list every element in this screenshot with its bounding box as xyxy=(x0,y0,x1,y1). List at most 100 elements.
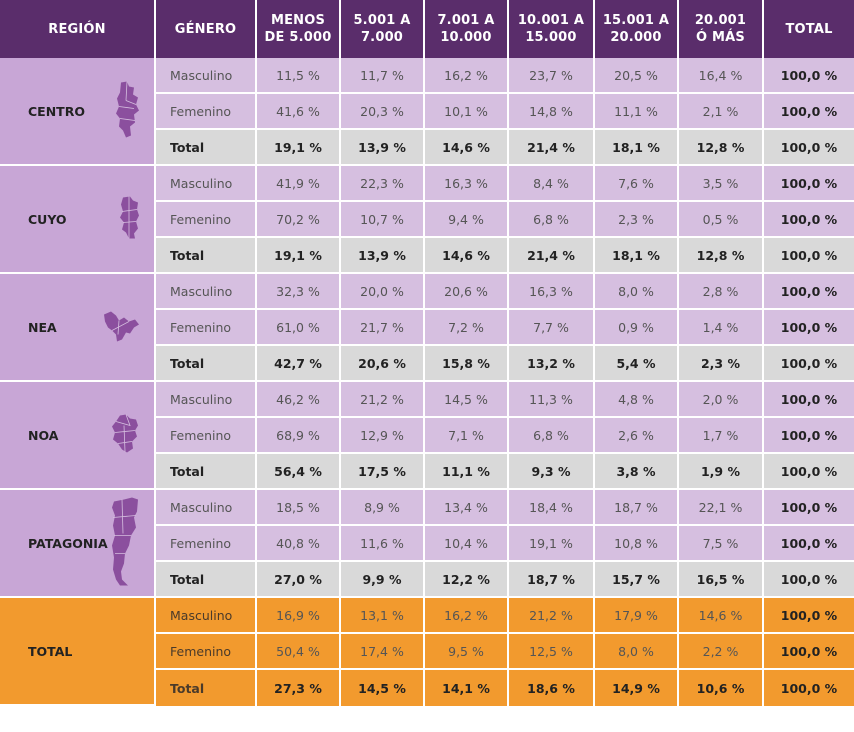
table-row: Total 19,1 % 13,9 % 14,6 % 21,4 % 18,1 % 12,8 … xyxy=(0,238,854,274)
value-cell: 8,0 % xyxy=(595,274,679,310)
value-cell: 16,3 % xyxy=(425,166,509,202)
gender-cell: Femenino xyxy=(156,310,257,346)
table-row: Femenino 40,8 % 11,6 % 10,4 % 19,1 % 10,8 % 7,… xyxy=(0,526,854,562)
table-row: Total 27,3 % 14,5 % 14,1 % 18,6 % 14,9 % 10,6 … xyxy=(0,670,854,706)
value-cell: 12,9 % xyxy=(341,418,425,454)
value-cell: 22,3 % xyxy=(341,166,425,202)
gender-cell: Masculino xyxy=(156,274,257,310)
value-cell: 18,1 % xyxy=(595,238,679,274)
value-cell: 10,8 % xyxy=(595,526,679,562)
nea-map-icon xyxy=(102,309,140,346)
header-c3: 7.001 A 10.000 xyxy=(425,0,509,58)
value-cell: 20,6 % xyxy=(425,274,509,310)
value-cell: 8,0 % xyxy=(595,634,679,670)
value-cell: 16,3 % xyxy=(509,274,595,310)
table-row: CENTRO Masculino 11,5 % 11,7 % 16,2 % 23,7 % 2… xyxy=(0,58,854,166)
value-cell: 61,0 % xyxy=(257,310,341,346)
value-cell: 20,3 % xyxy=(341,94,425,130)
value-cell: 18,7 % xyxy=(509,562,595,598)
value-cell: 14,5 % xyxy=(425,382,509,418)
value-cell: 18,6 % xyxy=(509,670,595,706)
value-cell: 2,6 % xyxy=(595,418,679,454)
value-cell: 42,7 % xyxy=(257,346,341,382)
value-cell: 8,4 % xyxy=(509,166,595,202)
value-cell: 12,8 % xyxy=(679,238,764,274)
value-cell: 2,3 % xyxy=(595,202,679,238)
total-cell: 100,0 % xyxy=(764,274,854,310)
gender-cell: Total xyxy=(156,346,257,382)
region-cell-cuyo: CUYO xyxy=(0,166,156,274)
total-cell: 100,0 % xyxy=(764,634,854,670)
value-cell: 7,1 % xyxy=(425,418,509,454)
total-cell: 100,0 % xyxy=(764,58,854,94)
value-cell: 16,4 % xyxy=(679,58,764,94)
value-cell: 16,5 % xyxy=(679,562,764,598)
value-cell: 11,6 % xyxy=(341,526,425,562)
value-cell: 17,9 % xyxy=(595,598,679,634)
gender-cell: Masculino xyxy=(156,166,257,202)
value-cell: 17,4 % xyxy=(341,634,425,670)
gender-cell: Total xyxy=(156,238,257,274)
gender-cell: Femenino xyxy=(156,418,257,454)
value-cell: 2,3 % xyxy=(679,346,764,382)
value-cell: 20,5 % xyxy=(595,58,679,94)
patagonia-map-icon xyxy=(110,496,140,591)
header-c1: MENOS DE 5.000 xyxy=(257,0,341,58)
value-cell: 6,8 % xyxy=(509,202,595,238)
value-cell: 10,6 % xyxy=(679,670,764,706)
gender-cell: Femenino xyxy=(156,526,257,562)
value-cell: 41,6 % xyxy=(257,94,341,130)
value-cell: 1,4 % xyxy=(679,310,764,346)
total-cell: 100,0 % xyxy=(764,526,854,562)
value-cell: 3,5 % xyxy=(679,166,764,202)
total-cell: 100,0 % xyxy=(764,490,854,526)
total-cell: 100,0 % xyxy=(764,382,854,418)
value-cell: 9,4 % xyxy=(425,202,509,238)
value-cell: 11,3 % xyxy=(509,382,595,418)
header-c4: 10.001 A 15.000 xyxy=(509,0,595,58)
value-cell: 21,7 % xyxy=(341,310,425,346)
value-cell: 9,3 % xyxy=(509,454,595,490)
value-cell: 9,9 % xyxy=(341,562,425,598)
region-cell-patagonia: PATAGONIA xyxy=(0,490,156,598)
value-cell: 14,6 % xyxy=(679,598,764,634)
value-cell: 19,1 % xyxy=(509,526,595,562)
value-cell: 50,4 % xyxy=(257,634,341,670)
total-cell: 100,0 % xyxy=(764,310,854,346)
value-cell: 7,6 % xyxy=(595,166,679,202)
value-cell: 14,8 % xyxy=(509,94,595,130)
value-cell: 16,9 % xyxy=(257,598,341,634)
value-cell: 13,9 % xyxy=(341,130,425,166)
value-cell: 20,6 % xyxy=(341,346,425,382)
value-cell: 9,5 % xyxy=(425,634,509,670)
table-row: TOTAL Masculino 16,9 % 13,1 % 16,2 % 21,2 % 17… xyxy=(0,598,854,706)
header-total: TOTAL xyxy=(764,0,854,58)
total-cell: 100,0 % xyxy=(764,238,854,274)
table-row: Femenino 70,2 % 10,7 % 9,4 % 6,8 % 2,3 % 0,5 %… xyxy=(0,202,854,238)
total-cell: 100,0 % xyxy=(764,670,854,706)
table-row: Femenino 50,4 % 17,4 % 9,5 % 12,5 % 8,0 % 2,2 … xyxy=(0,634,854,670)
value-cell: 11,7 % xyxy=(341,58,425,94)
table-row: Total 42,7 % 20,6 % 15,8 % 13,2 % 5,4 % 2,3 % 1… xyxy=(0,346,854,382)
region-cell-noa: NOA xyxy=(0,382,156,490)
header-region: REGIÓN xyxy=(0,0,156,58)
gender-cell: Total xyxy=(156,670,257,706)
header-c6: 20.001 Ó MÁS xyxy=(679,0,764,58)
value-cell: 14,9 % xyxy=(595,670,679,706)
table-row: Femenino 68,9 % 12,9 % 7,1 % 6,8 % 2,6 % 1,7 %… xyxy=(0,418,854,454)
value-cell: 41,9 % xyxy=(257,166,341,202)
value-cell: 1,7 % xyxy=(679,418,764,454)
value-cell: 2,8 % xyxy=(679,274,764,310)
value-cell: 68,9 % xyxy=(257,418,341,454)
value-cell: 0,5 % xyxy=(679,202,764,238)
region-cell-nea: NEA xyxy=(0,274,156,382)
total-cell: 100,0 % xyxy=(764,598,854,634)
value-cell: 10,4 % xyxy=(425,526,509,562)
value-cell: 12,8 % xyxy=(679,130,764,166)
cuyo-map-icon xyxy=(118,196,140,243)
centro-map-icon xyxy=(114,81,140,142)
value-cell: 7,7 % xyxy=(509,310,595,346)
value-cell: 19,1 % xyxy=(257,238,341,274)
value-cell: 17,5 % xyxy=(341,454,425,490)
value-cell: 13,9 % xyxy=(341,238,425,274)
